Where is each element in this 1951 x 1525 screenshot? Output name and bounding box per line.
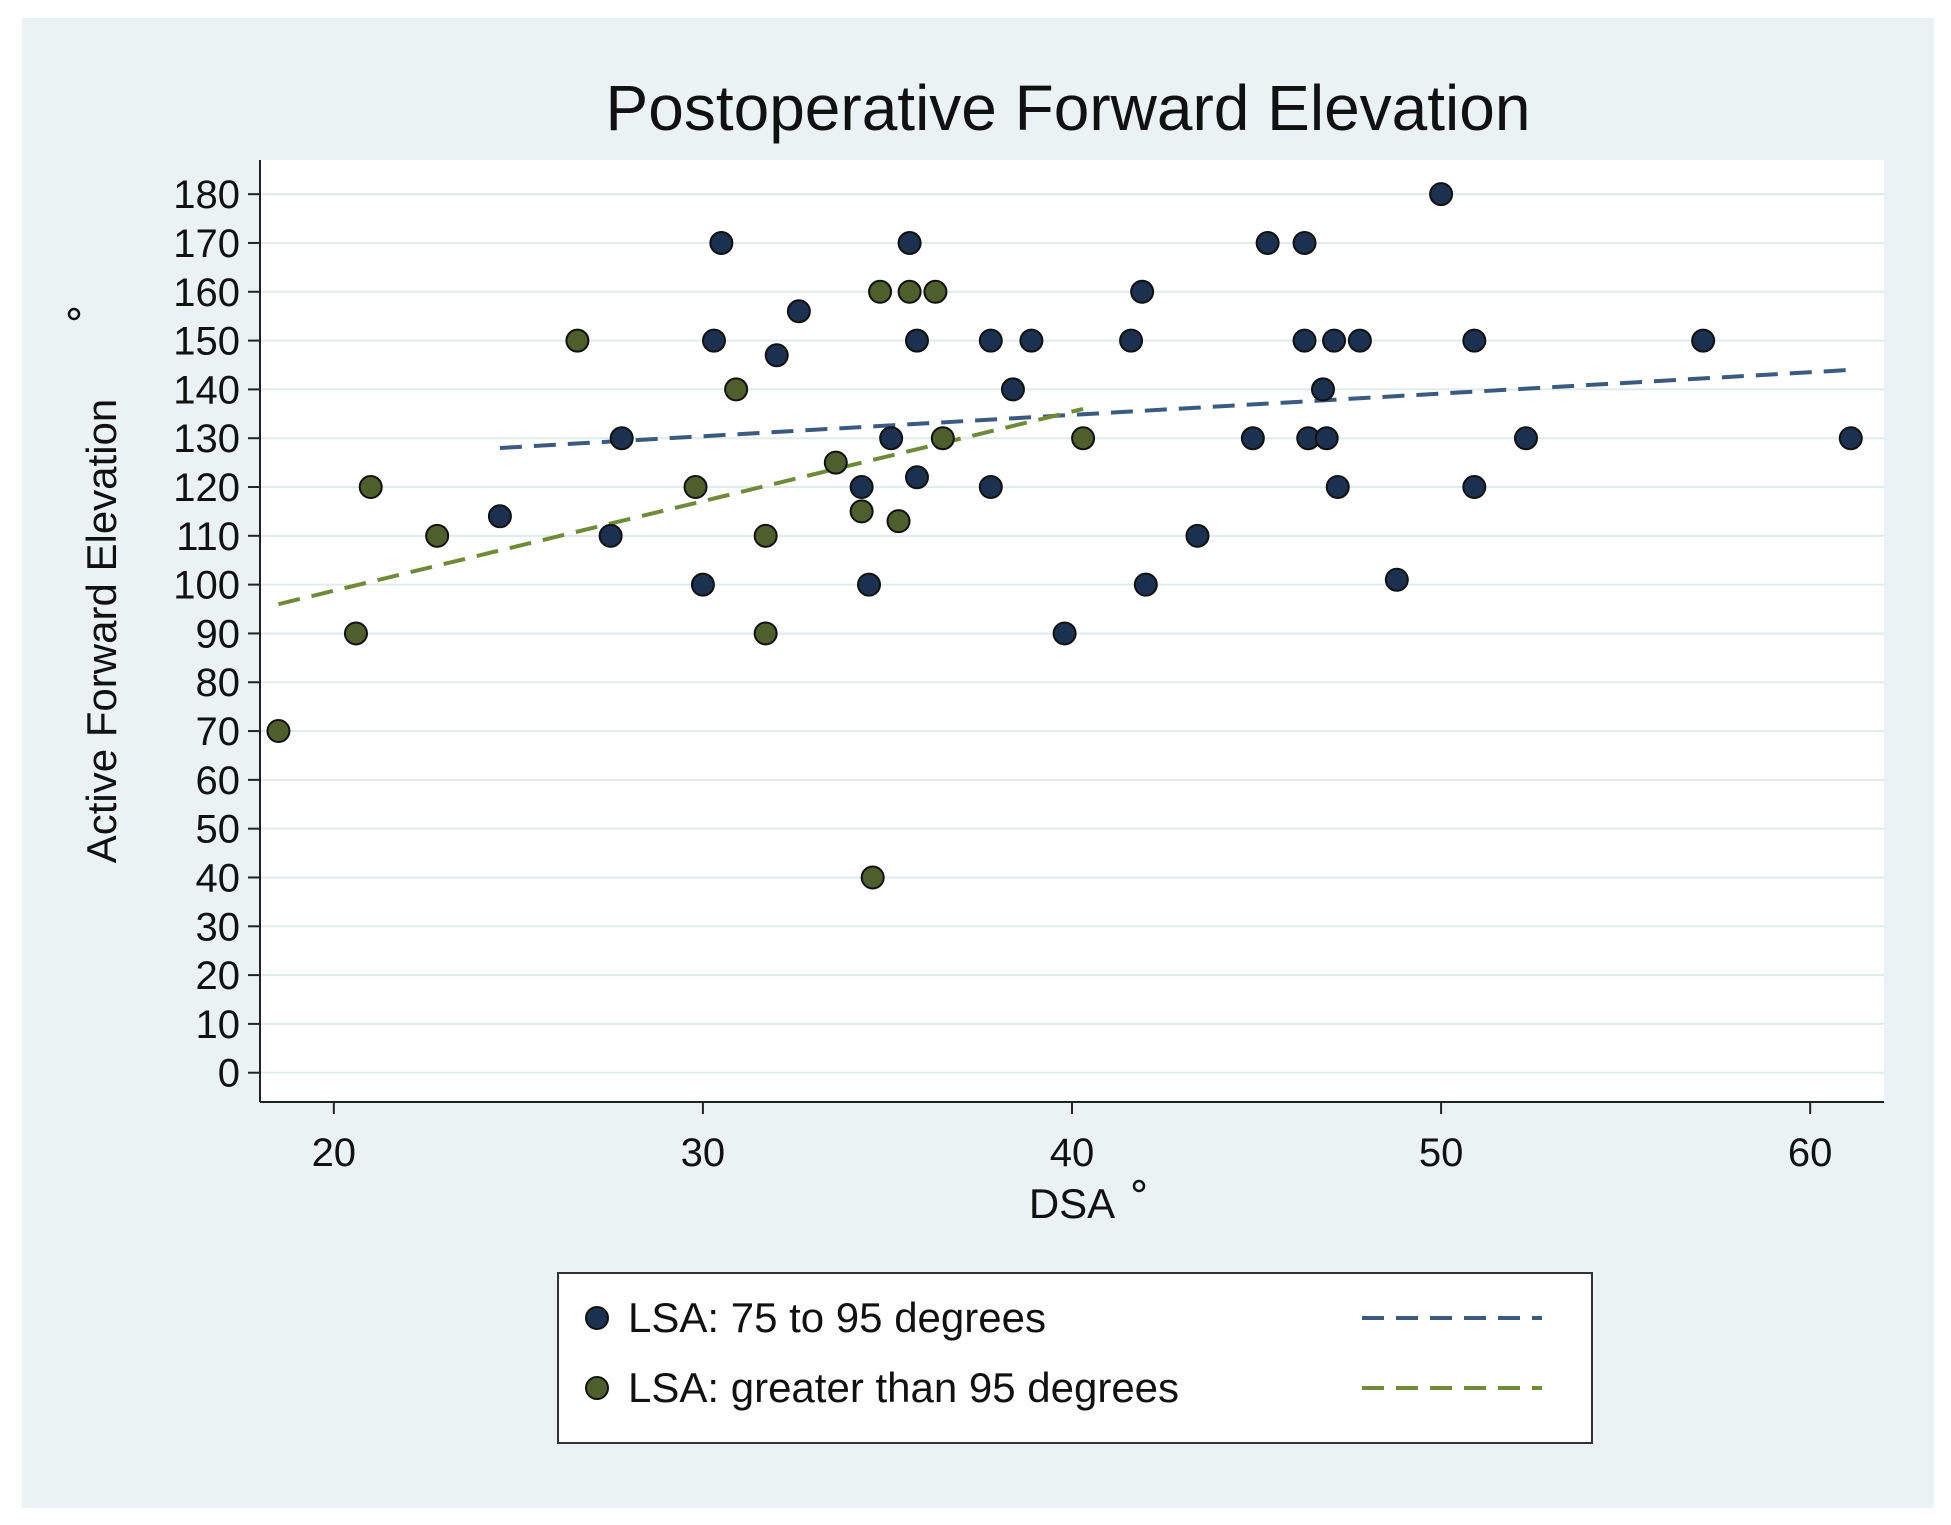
data-point-series-2	[425, 523, 450, 548]
data-point-series-2	[1071, 426, 1096, 451]
data-point-series-2	[724, 377, 749, 402]
data-point-series-1	[849, 475, 874, 500]
data-point-series-1	[1325, 475, 1350, 500]
data-point-series-1	[879, 426, 904, 451]
data-point-series-1	[1255, 230, 1280, 255]
data-point-series-2	[860, 865, 885, 890]
data-point-series-1	[1347, 328, 1372, 353]
data-point-series-1	[1185, 523, 1210, 548]
y-tick-label: 160	[173, 271, 240, 315]
y-axis-label: Active Forward Elevation	[78, 399, 125, 864]
data-point-series-1	[487, 504, 512, 529]
legend-marker-series-1	[585, 1306, 609, 1330]
data-point-series-2	[930, 426, 955, 451]
data-point-series-1	[1513, 426, 1538, 451]
legend-box	[557, 1272, 1593, 1444]
data-point-series-2	[683, 475, 708, 500]
y-tick-label: 140	[173, 368, 240, 412]
data-point-series-2	[897, 279, 922, 304]
data-point-series-1	[1133, 572, 1158, 597]
data-point-series-2	[343, 621, 368, 646]
data-point-series-1	[1000, 377, 1025, 402]
data-point-series-2	[886, 509, 911, 534]
data-point-series-1	[701, 328, 726, 353]
data-point-series-2	[266, 719, 291, 744]
y-tick-label: 20	[196, 954, 241, 998]
data-point-series-2	[849, 499, 874, 524]
y-tick-label: 90	[196, 612, 241, 656]
data-point-series-1	[1240, 426, 1265, 451]
scatter-chart: Postoperative Forward Elevation 0 10 20 30 4…	[67, 72, 1884, 1444]
data-point-series-1	[690, 572, 715, 597]
data-point-series-1	[904, 465, 929, 490]
data-point-series-1	[1462, 475, 1487, 500]
data-point-series-1	[1019, 328, 1044, 353]
data-point-series-1	[1838, 426, 1863, 451]
data-point-series-1	[857, 572, 881, 597]
data-point-series-1	[1292, 328, 1317, 353]
data-point-series-1	[904, 328, 929, 353]
x-label-degree-mark	[1132, 1179, 1146, 1193]
data-point-series-2	[358, 475, 383, 500]
data-point-series-1	[609, 426, 634, 451]
data-point-series-1	[978, 328, 1003, 353]
data-point-series-1	[1292, 230, 1317, 255]
data-point-series-2	[823, 450, 848, 475]
data-point-series-1	[764, 343, 789, 368]
fit-line-series-1	[499, 367, 1851, 450]
data-point-series-1	[1119, 328, 1144, 353]
y-tick-label: 50	[196, 808, 241, 852]
legend-marker-series-2	[585, 1376, 609, 1400]
data-point-series-1	[1384, 567, 1409, 592]
y-tick-label: 150	[173, 320, 240, 364]
y-tick-label: 110	[176, 515, 240, 559]
data-point-series-1	[897, 230, 922, 255]
data-point-series-1	[786, 299, 811, 324]
chart-frame: Postoperative Forward Elevation 0 10 20 30 4…	[22, 18, 1934, 1508]
y-tick-label: 70	[196, 710, 241, 754]
x-ticks: 20 30 40 50 60	[312, 1102, 1833, 1175]
y-tick-label: 80	[196, 661, 241, 705]
y-tick-label: 0	[218, 1052, 240, 1096]
data-point-series-1	[1691, 328, 1716, 353]
y-tick-label: 100	[173, 564, 240, 608]
legend-label-series-1: LSA: 75 to 95 degrees	[628, 1294, 1046, 1341]
y-tick-label: 170	[173, 222, 240, 266]
y-tick-label: 120	[173, 466, 240, 510]
legend-label-series-2: LSA: greater than 95 degrees	[628, 1364, 1179, 1411]
x-axis-label: DSA	[1029, 1180, 1115, 1227]
data-point-series-1	[1322, 328, 1347, 353]
data-points	[266, 182, 1863, 890]
data-point-series-1	[1462, 328, 1487, 353]
y-tick-label: 130	[173, 417, 240, 461]
data-point-series-1	[1310, 377, 1335, 402]
data-point-series-1	[1429, 182, 1454, 207]
data-point-series-2	[565, 328, 590, 353]
data-point-series-1	[1314, 426, 1339, 451]
legend: LSA: 75 to 95 degrees LSA: greater than …	[557, 1272, 1593, 1444]
x-tick-label: 50	[1419, 1131, 1464, 1175]
x-tick-label: 20	[312, 1131, 357, 1175]
data-point-series-2	[868, 279, 893, 304]
y-tick-label: 40	[196, 856, 241, 900]
y-tick-label: 30	[196, 905, 241, 949]
data-point-series-2	[753, 621, 778, 646]
y-tick-label: 10	[196, 1003, 241, 1047]
x-tick-label: 30	[681, 1131, 726, 1175]
x-tick-label: 60	[1788, 1131, 1833, 1175]
data-point-series-1	[598, 523, 623, 548]
y-tick-label: 60	[196, 759, 241, 803]
data-point-series-1	[1052, 621, 1077, 646]
data-point-series-1	[1130, 279, 1155, 304]
data-point-series-2	[753, 523, 778, 548]
y-label-degree-mark	[67, 307, 81, 321]
data-point-series-2	[923, 279, 948, 304]
y-tick-label: 180	[173, 173, 240, 217]
data-point-series-1	[709, 230, 734, 255]
data-point-series-1	[978, 475, 1003, 500]
chart-title: Postoperative Forward Elevation	[606, 72, 1531, 144]
x-tick-label: 40	[1050, 1131, 1095, 1175]
